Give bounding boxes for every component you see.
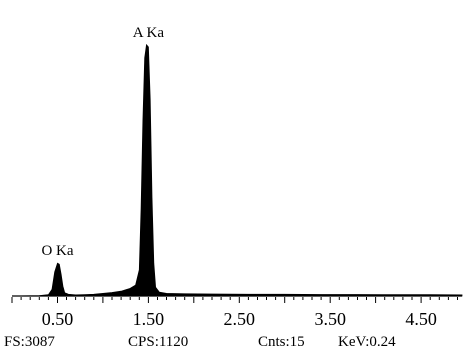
x-axis: 0.50 1.50 2.50 3.50 4.50	[11, 295, 462, 329]
kev-readout: KeV:0.24	[338, 334, 396, 350]
spectrum-layer	[11, 43, 463, 297]
x-tick-label: 2.50	[224, 309, 256, 329]
cps-readout: CPS:1120	[128, 334, 189, 350]
peak-label-0: O Ka	[41, 243, 73, 259]
x-tick-label: 0.50	[42, 309, 74, 329]
x-tick-label: 4.50	[405, 309, 437, 329]
x-tick-label: 3.50	[314, 309, 346, 329]
eds-spectrum-chart: 0.50 1.50 2.50 3.50 4.50 O Ka A Ka	[11, 25, 463, 329]
peak-annotations: O Ka A Ka	[41, 25, 164, 259]
counts-readout: Cnts:15	[258, 334, 305, 350]
peak-label-1: A Ka	[133, 25, 165, 41]
full-scale-readout: FS:3087	[4, 334, 55, 350]
x-tick-label: 1.50	[133, 309, 165, 329]
spectrum-series-0	[11, 43, 463, 297]
